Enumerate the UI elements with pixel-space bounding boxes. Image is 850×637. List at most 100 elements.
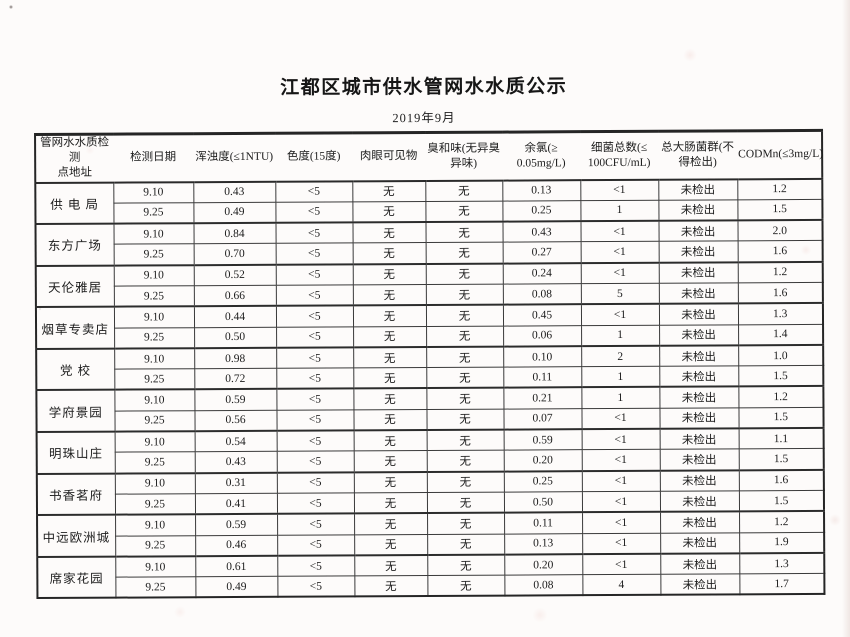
bacteria-count-cell: <1 (580, 220, 659, 243)
odor-cell: 无 (425, 284, 503, 306)
bacteria-count-cell: <1 (580, 262, 659, 284)
bacteria-count-cell: <1 (582, 512, 661, 534)
date-cell: 9.10 (114, 348, 195, 370)
bacteria-count-cell: <1 (582, 532, 661, 555)
codmn-cell: 1.3 (739, 552, 825, 575)
visible-matter-cell: 无 (353, 471, 427, 493)
turbidity-cell: 0.52 (193, 264, 276, 286)
date-cell: 9.10 (114, 431, 195, 453)
date-cell: 9.10 (115, 514, 196, 536)
residual-chlorine-cell: 0.11 (504, 512, 583, 534)
coliform-cell: 未检出 (660, 532, 740, 554)
color-cell: <5 (276, 409, 354, 431)
odor-cell: 无 (425, 263, 503, 285)
date-cell: 9.25 (113, 202, 194, 224)
color-header: 色度(15度) (275, 132, 353, 182)
date-header: 检测日期 (113, 133, 194, 183)
turbidity-cell: 0.59 (195, 514, 278, 536)
codmn-cell: 2.0 (737, 220, 823, 242)
turbidity-cell: 0.31 (194, 472, 277, 494)
residual-chlorine-cell: 0.20 (503, 450, 582, 472)
coliform-cell: 未检出 (659, 407, 739, 429)
date-cell: 9.25 (114, 368, 195, 391)
residual-chlorine-cell: 0.50 (503, 491, 583, 513)
codmn-cell: 1.5 (738, 407, 824, 429)
location-cell: 天伦雅居 (35, 265, 114, 308)
residual-chlorine-cell: 0.13 (504, 533, 583, 555)
visible-matter-cell: 无 (353, 326, 427, 348)
odor-cell: 无 (426, 429, 504, 451)
odor-cell: 无 (426, 346, 504, 368)
water-quality-table: 管网水水质检测 点地址 检测日期 浑浊度(≤1NTU) 色度(15度) 肉眼可见物 臭和味… (34, 128, 826, 600)
codmn-cell: 1.4 (738, 324, 824, 346)
residual-chlorine-cell: 0.59 (503, 429, 582, 451)
odor-header: 臭和味(无异臭 异味) (425, 132, 503, 181)
residual-chlorine-cell: 0.07 (503, 408, 582, 430)
date-cell: 9.10 (113, 306, 195, 328)
visible-matter-cell: 无 (354, 513, 428, 535)
turbidity-cell: 0.56 (194, 410, 277, 432)
header-row: 管网水水质检测 点地址 检测日期 浑浊度(≤1NTU) 色度(15度) 肉眼可见物 臭和味… (35, 130, 823, 183)
color-cell: <5 (276, 326, 354, 348)
bacteria-count-cell: <1 (581, 470, 660, 492)
codmn-cell: 1.5 (738, 490, 825, 512)
color-cell: <5 (275, 305, 354, 327)
color-cell: <5 (276, 388, 354, 411)
bacteria-count-cell: <1 (581, 408, 660, 430)
odor-cell: 无 (425, 242, 503, 264)
date-cell: 9.25 (113, 285, 194, 307)
color-cell: <5 (275, 180, 353, 203)
coliform-cell: 未检出 (660, 511, 740, 533)
codmn-cell: 1.2 (737, 178, 823, 200)
color-cell: <5 (276, 472, 354, 494)
visible-matter-cell: 无 (352, 242, 426, 265)
odor-cell: 无 (426, 325, 504, 347)
turbidity-cell: 0.72 (194, 368, 277, 390)
bacteria-count-cell: <1 (581, 449, 660, 471)
odor-cell: 无 (426, 471, 504, 493)
turbidity-header: 浑浊度(≤1NTU) (193, 133, 276, 182)
turbidity-cell: 0.98 (194, 347, 277, 369)
location-cell: 中远欧洲城 (37, 514, 116, 557)
date-cell: 9.25 (115, 535, 196, 557)
color-cell: <5 (277, 555, 355, 577)
table-row: 9.25 0.49 <5 无无 0.08 4 未检出 1.7 (37, 573, 825, 599)
residual-chlorine-cell: 0.21 (503, 387, 582, 409)
residual-chlorine-cell: 0.27 (502, 242, 581, 264)
residual-chlorine-cell: 0.25 (503, 470, 582, 493)
codmn-header: CODMn(≤3mg/L) (737, 130, 823, 179)
color-cell: <5 (276, 492, 355, 515)
bacteria-count-cell: <1 (581, 428, 660, 451)
bacteria-count-cell: <1 (580, 179, 659, 201)
date-cell: 9.25 (114, 410, 195, 432)
bacteria-count-cell: 1 (580, 200, 659, 222)
coliform-cell: 未检出 (659, 366, 739, 388)
color-cell: <5 (275, 222, 353, 244)
turbidity-cell: 0.70 (193, 243, 276, 265)
date-cell: 9.25 (114, 327, 195, 349)
residual-chlorine-cell: 0.06 (503, 325, 582, 347)
coliform-cell: 未检出 (659, 386, 739, 409)
date-cell: 9.10 (113, 264, 194, 287)
turbidity-cell: 0.44 (193, 306, 277, 328)
residual-chlorine-cell: 0.08 (504, 574, 583, 597)
coliform-cell: 未检出 (658, 199, 738, 221)
codmn-cell: 1.3 (737, 303, 824, 325)
coliform-cell: 未检出 (658, 282, 738, 305)
visible-matter-cell: 无 (353, 388, 427, 410)
coliform-cell: 未检出 (660, 553, 740, 575)
date-cell: 9.25 (114, 493, 196, 515)
bacteria-count-cell: 4 (582, 574, 661, 596)
visible-matter-cell: 无 (353, 346, 427, 369)
odor-cell: 无 (426, 388, 504, 410)
coliform-header: 总大肠菌群(不 得检出) (658, 130, 738, 180)
codmn-cell: 1.2 (738, 386, 824, 408)
codmn-cell: 1.2 (737, 261, 823, 283)
date-cell: 9.10 (113, 181, 194, 203)
odor-cell: 无 (427, 554, 505, 576)
turbidity-cell: 0.84 (193, 222, 276, 245)
color-cell: <5 (276, 347, 354, 369)
turbidity-cell: 0.61 (195, 555, 278, 577)
bacteria-count-cell: <1 (582, 553, 661, 575)
